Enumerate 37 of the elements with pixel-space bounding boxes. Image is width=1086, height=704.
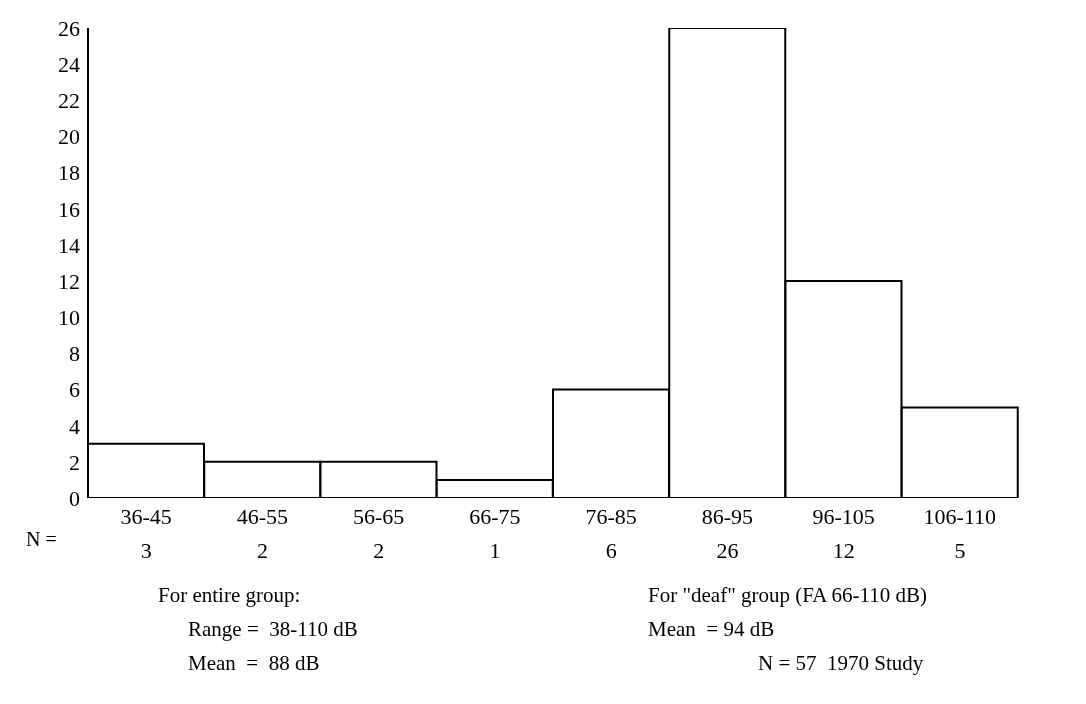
x-tick-label: 66-75 — [469, 504, 521, 529]
y-tick-label: 12 — [58, 268, 80, 294]
y-tick-label: 26 — [58, 15, 80, 41]
data-label: 3 — [140, 538, 152, 563]
y-tick-label: 8 — [69, 341, 80, 367]
text: For entire group: — [158, 582, 302, 609]
text: Mean = 88 dB — [187, 650, 321, 677]
x-tick-label: 36-45 — [120, 504, 172, 529]
y-tick-label: 16 — [58, 196, 80, 222]
text: For "deaf" group (FA 66-110 dB) — [648, 582, 928, 609]
y-tick-label: 6 — [69, 377, 80, 403]
y-tick-label: 2 — [69, 449, 80, 475]
x-tick-label: 96-105 — [812, 504, 875, 529]
data-label: 6 — [605, 538, 617, 563]
data-label: 5 — [954, 538, 966, 563]
data-label: 1 — [489, 538, 501, 563]
text: Range = 38-110 dB — [187, 616, 358, 643]
x-tick-label: 106-110 — [923, 504, 997, 529]
data-label: 12 — [832, 538, 855, 563]
y-tick-label: 14 — [58, 232, 80, 258]
y-tick-label: 0 — [69, 485, 80, 511]
y-tick-label: 10 — [58, 305, 80, 331]
y-tick-label: 22 — [58, 88, 80, 114]
y-tick-label: 20 — [58, 124, 80, 150]
data-label: 26 — [716, 538, 739, 563]
y-tick-label: 24 — [58, 51, 80, 77]
x-tick-label: 76-85 — [585, 504, 637, 529]
y-tick-label: 18 — [58, 160, 80, 186]
text: N = 57 1970 Study — [757, 650, 925, 677]
data-label: 2 — [373, 538, 385, 563]
x-tick-label: 86-95 — [701, 504, 754, 529]
text: N = — [26, 528, 57, 551]
x-tick-label: 46-55 — [236, 504, 289, 529]
data-label: 2 — [256, 538, 268, 563]
y-tick-label: 4 — [69, 413, 80, 439]
text: Mean = 94 dB — [648, 616, 776, 643]
x-tick-label: 56-65 — [352, 504, 405, 529]
